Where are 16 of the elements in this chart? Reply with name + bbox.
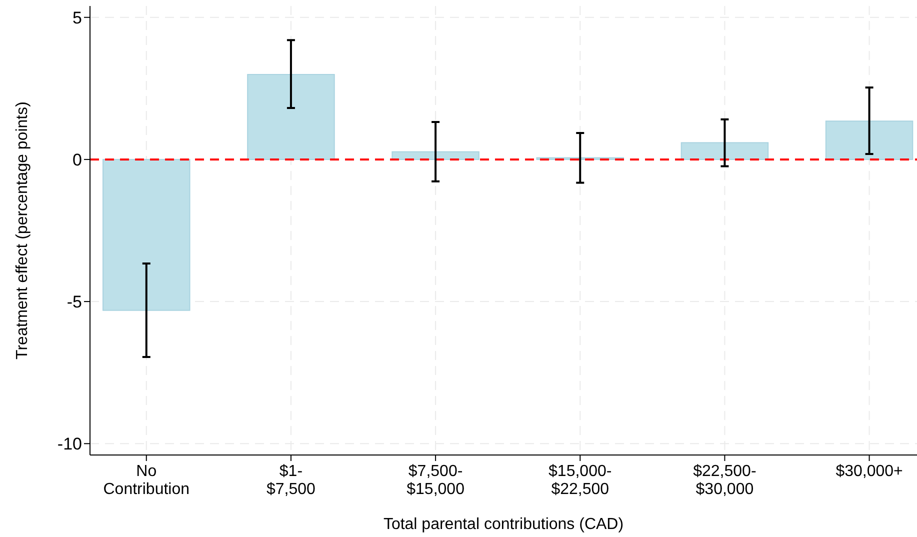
y-tick-label: 5 (72, 8, 82, 28)
x-tick-label: $30,000+ (836, 463, 903, 480)
y-tick-label: -10 (57, 434, 82, 454)
x-tick-label: $15,000- $22,500 (548, 463, 612, 498)
y-tick-label: 0 (72, 150, 82, 170)
bar (247, 74, 335, 160)
y-tick-label: -5 (66, 292, 82, 312)
bar (680, 142, 769, 160)
x-tick-label: No Contribution (103, 463, 190, 498)
bar (102, 158, 190, 311)
x-axis-title: Total parental contributions (CAD) (383, 516, 624, 533)
x-tick-label: $1- $7,500 (266, 463, 316, 498)
y-axis-title: Treatment effect (percentage points) (14, 102, 31, 360)
x-tick-label: $7,500- $15,000 (406, 463, 465, 498)
bar (825, 120, 914, 160)
x-tick-label: $22,500- $30,000 (693, 463, 756, 498)
